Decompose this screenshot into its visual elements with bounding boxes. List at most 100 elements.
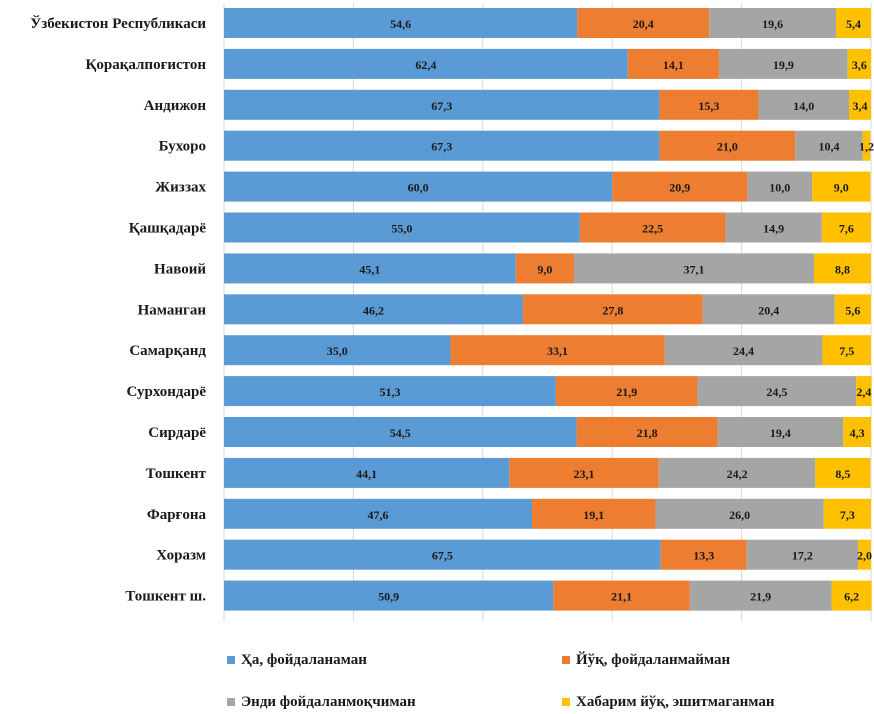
data-label: 67,3: [431, 99, 452, 113]
bar-segment: [747, 171, 813, 202]
bar-segment: [849, 89, 871, 120]
data-label: 5,6: [845, 303, 860, 317]
data-label: 7,3: [840, 508, 855, 522]
data-label: 14,9: [763, 222, 784, 236]
category-labels: Ўзбекистон Республикаси Қорақалпоғистон Ан…: [30, 15, 206, 605]
category-label: Хоразм: [156, 548, 206, 564]
data-label: 19,1: [583, 508, 604, 522]
data-label: 45,1: [359, 262, 380, 276]
data-label: 19,6: [762, 17, 783, 31]
category-label: Қорақалпоғистон: [86, 57, 207, 73]
data-label: 46,2: [363, 303, 384, 317]
category-label: Бухоро: [159, 139, 206, 155]
bar-segment: [450, 335, 665, 366]
data-label: 10,0: [769, 181, 790, 195]
bars: [224, 8, 872, 611]
data-label: 20,4: [633, 17, 654, 31]
data-label: 8,5: [835, 467, 850, 481]
data-label: 4,3: [850, 426, 865, 440]
data-label: 21,9: [616, 385, 637, 399]
bar-segment: [224, 89, 660, 120]
bar-segment: [224, 212, 580, 243]
data-label: 55,0: [391, 222, 412, 236]
bar-segment: [224, 8, 578, 38]
bar-segment: [224, 48, 628, 79]
bar-segment: [579, 212, 726, 243]
data-label: 21,1: [611, 590, 632, 604]
data-label: 7,6: [839, 222, 854, 236]
bar-segment: [823, 498, 871, 529]
data-label: 37,1: [684, 262, 705, 276]
legend-label: Энди фойдаланмоқчиман: [241, 694, 416, 710]
data-label: 67,5: [432, 549, 453, 563]
data-label: 50,9: [378, 590, 399, 604]
category-label: Сирдарё: [148, 425, 206, 441]
data-label: 35,0: [327, 344, 348, 358]
data-label: 54,5: [390, 426, 411, 440]
bar-segment: [224, 580, 554, 611]
bar-segment: [509, 457, 659, 488]
bar-segment: [627, 48, 719, 79]
bar-segment: [843, 417, 871, 447]
data-label: 14,1: [663, 58, 684, 72]
category-label: Андижон: [144, 98, 207, 114]
bar-segment: [814, 253, 871, 284]
bar-segment: [612, 171, 748, 202]
bar-segment: [224, 539, 661, 570]
legend-swatch: [562, 656, 570, 664]
data-label: 13,3: [693, 549, 714, 563]
data-label: 19,4: [770, 426, 791, 440]
bar-segment: [815, 457, 871, 488]
value-labels: 54,6 20,4 19,6 5,4 62,4 14,1 19,9 3,6 67,3 15,3 14…: [327, 17, 874, 604]
bar-segment: [224, 335, 451, 366]
bar-segment: [862, 130, 871, 161]
bar-segment: [831, 580, 872, 611]
category-label: Самарқанд: [129, 343, 206, 359]
bar-segment: [224, 294, 523, 325]
data-label: 19,9: [773, 58, 794, 72]
bar-segment: [717, 417, 844, 447]
bar-segment: [224, 376, 556, 407]
data-label: 14,0: [793, 99, 814, 113]
bar-segment: [224, 171, 613, 202]
category-label: Сурхондарё: [127, 384, 207, 400]
bar-segment: [659, 130, 796, 161]
data-label: 3,4: [853, 99, 868, 113]
data-label: 5,4: [846, 17, 861, 31]
bar-segment: [821, 212, 871, 243]
bar-segment: [224, 457, 510, 488]
bar-segment: [655, 498, 824, 529]
data-label: 9,0: [834, 181, 849, 195]
bar-segment: [834, 294, 871, 325]
data-label: 15,3: [698, 99, 719, 113]
data-label: 7,5: [839, 344, 854, 358]
bar-segment: [577, 8, 710, 38]
bar-segment: [856, 376, 872, 407]
bar-segment: [574, 253, 815, 284]
data-label: 2,0: [857, 549, 872, 563]
bar-segment: [836, 8, 871, 38]
bar-segment: [758, 89, 850, 120]
category-label: Навоий: [154, 261, 206, 277]
legend: Ҳа, фойдаланаман Йўқ, фойдаланмайман Энди …: [227, 651, 775, 710]
bar-segment: [553, 580, 690, 611]
bar-segment: [660, 539, 747, 570]
bar-segment: [822, 335, 871, 366]
data-label: 8,8: [835, 262, 850, 276]
data-label: 54,6: [390, 17, 411, 31]
data-label: 24,2: [727, 467, 748, 481]
data-label: 23,1: [574, 467, 595, 481]
data-label: 47,6: [367, 508, 388, 522]
data-label: 24,4: [733, 344, 754, 358]
data-label: 67,3: [431, 140, 452, 154]
data-label: 17,2: [792, 549, 813, 563]
bar-segment: [847, 48, 871, 79]
data-label: 21,0: [717, 140, 738, 154]
bar-segment: [224, 498, 532, 529]
legend-swatch: [562, 698, 570, 706]
bar-segment: [795, 130, 863, 161]
bar-segment: [224, 253, 516, 284]
data-label: 1,2: [859, 140, 874, 154]
bar-segment: [576, 417, 718, 447]
legend-swatch: [227, 698, 235, 706]
